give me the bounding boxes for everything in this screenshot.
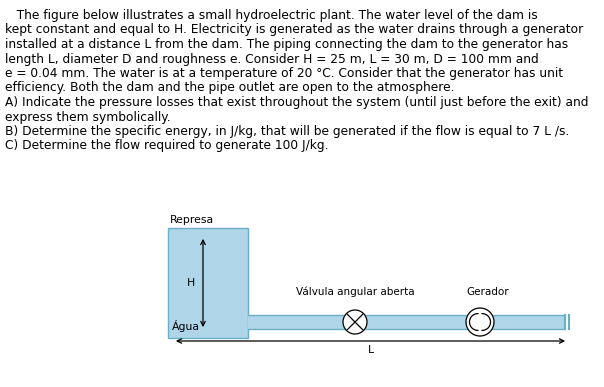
Bar [168,228,248,338]
Text: The figure below illustrates a small hydroelectric plant. The water level of the: The figure below illustrates a small hyd… [5,9,538,22]
Bar [248,315,565,329]
Text: L: L [367,345,373,355]
Circle shape [343,310,367,334]
Text: e = 0.04 mm. The water is at a temperature of 20 °C. Consider that the generator: e = 0.04 mm. The water is at a temperatu… [5,67,563,80]
Text: Água: Água [172,320,200,332]
Text: efficiency. Both the dam and the pipe outlet are open to the atmosphere.: efficiency. Both the dam and the pipe ou… [5,82,454,94]
Text: length L, diameter D and roughness e. Consider H = 25 m, L = 30 m, D = 100 mm an: length L, diameter D and roughness e. Co… [5,53,539,65]
Text: Válvula angular aberta: Válvula angular aberta [296,286,414,297]
Text: express them symbolically.: express them symbolically. [5,111,170,123]
Text: C) Determine the flow required to generate 100 J/kg.: C) Determine the flow required to genera… [5,139,329,152]
Text: B) Determine the specific energy, in J/kg, that will be generated if the flow is: B) Determine the specific energy, in J/k… [5,125,570,138]
Text: kept constant and equal to H. Electricity is generated as the water drains throu: kept constant and equal to H. Electricit… [5,24,583,36]
Text: Gerador: Gerador [467,287,509,297]
Text: A) Indicate the pressure losses that exist throughout the system (until just bef: A) Indicate the pressure losses that exi… [5,96,588,109]
Text: H: H [187,278,195,288]
Circle shape [466,308,494,336]
Text: installed at a distance L from the dam. The piping connecting the dam to the gen: installed at a distance L from the dam. … [5,38,568,51]
Text: Represa: Represa [170,215,214,225]
